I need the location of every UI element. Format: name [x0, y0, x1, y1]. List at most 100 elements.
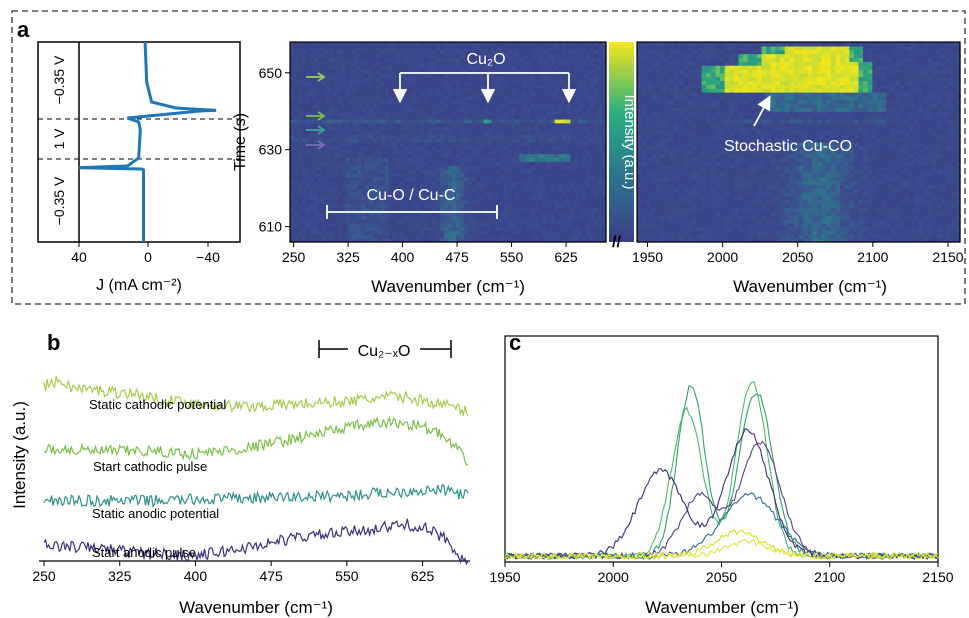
heat-cell — [511, 72, 516, 78]
heat-cell — [428, 99, 433, 105]
heat-cell — [955, 215, 961, 220]
heat-cell — [420, 45, 425, 51]
heat-cell — [586, 145, 591, 151]
heat-cell — [534, 95, 540, 101]
heat-cell — [451, 61, 457, 66]
heat-cell — [432, 172, 437, 178]
heat-cell — [365, 68, 370, 74]
heat-cell — [483, 192, 489, 197]
heat-cell — [523, 215, 528, 220]
heat-cell — [333, 142, 338, 147]
heat-cell — [574, 176, 579, 182]
heat-cell — [900, 211, 906, 216]
heat-cell — [586, 218, 591, 224]
heat-cell — [578, 76, 583, 82]
heat-cell — [586, 168, 591, 174]
heat-cell — [840, 218, 846, 224]
heat-cell — [290, 138, 295, 143]
heat-cell — [538, 184, 544, 189]
heat-cell — [590, 107, 595, 112]
heat-cell — [602, 180, 607, 185]
heat-cell — [293, 45, 299, 51]
heat-cell — [440, 122, 445, 128]
heat-cell — [372, 168, 378, 174]
heat-cell — [420, 99, 425, 105]
heat-cell — [519, 92, 524, 97]
colorbar-gradient — [609, 42, 634, 242]
heat-cell — [582, 103, 587, 108]
heat-cell — [451, 199, 457, 205]
heat-cell — [293, 88, 299, 93]
heat-cell — [349, 230, 354, 235]
heat-cell — [527, 199, 532, 205]
heat-cell — [499, 145, 504, 151]
heat-cell — [527, 211, 532, 216]
heat-cell — [349, 180, 354, 185]
heat-cell — [503, 215, 508, 220]
heat-cell — [365, 222, 370, 228]
heat-cell — [590, 195, 595, 201]
heat-cell — [384, 199, 390, 205]
heat-cell — [590, 211, 595, 216]
heat-cell — [436, 126, 441, 132]
heat-cell — [554, 65, 560, 70]
heat-cell — [729, 207, 735, 212]
heat-cell — [416, 230, 421, 235]
heat-cell — [511, 88, 516, 93]
heat-cell — [471, 45, 477, 51]
heat-cell — [424, 184, 429, 189]
heat-cell — [503, 53, 508, 58]
heat-cell — [835, 215, 841, 220]
heat-cell — [388, 218, 394, 224]
heat-cell — [483, 203, 489, 208]
heat-cell — [471, 195, 477, 201]
heat-cell — [578, 180, 583, 185]
heat-cell — [720, 207, 726, 212]
heat-cell — [678, 215, 684, 220]
heat-cell — [396, 130, 402, 135]
heat-cell — [530, 180, 536, 185]
heat-cell — [515, 172, 520, 178]
heat-cell — [590, 153, 595, 158]
heat-cell — [467, 42, 473, 47]
heat-cell — [416, 126, 421, 132]
heat-cell — [341, 192, 346, 197]
heat-cell — [290, 218, 295, 224]
heat-cell — [428, 161, 433, 166]
heat-cell — [380, 118, 386, 124]
heat-cell — [519, 203, 524, 208]
heat-cell — [404, 222, 410, 228]
heat-cell — [586, 134, 591, 139]
heat-cell — [297, 142, 303, 147]
heat-cell — [349, 72, 354, 78]
heat-cell — [455, 111, 461, 116]
heat-cell — [357, 76, 362, 82]
heat-cell — [706, 211, 712, 216]
heat-cell — [562, 88, 568, 93]
heat-cell — [534, 218, 540, 224]
heat-cell — [448, 153, 453, 158]
heat-cell — [416, 130, 421, 135]
heat-cell — [507, 92, 512, 97]
heat-cell — [523, 218, 528, 224]
heat-cell — [290, 103, 295, 108]
heat-cell — [361, 195, 366, 201]
heat-cell — [313, 138, 319, 143]
heat-cell — [503, 92, 508, 97]
heat-cell — [590, 222, 595, 228]
heat-cell — [380, 115, 386, 120]
heat-cell — [946, 203, 952, 208]
heat-cell — [844, 226, 850, 232]
heat-cell — [918, 203, 924, 208]
heat-cell — [590, 218, 595, 224]
heat-cell — [432, 226, 437, 232]
heat-cell — [440, 126, 445, 132]
heat-cell — [436, 165, 441, 170]
heat-cell — [467, 168, 473, 174]
heat-cell — [309, 49, 315, 55]
heat-cell — [317, 153, 323, 158]
heat-cell — [293, 238, 299, 243]
heat-cell — [503, 111, 508, 116]
heat-cell — [590, 76, 595, 82]
heat-cell — [293, 211, 299, 216]
